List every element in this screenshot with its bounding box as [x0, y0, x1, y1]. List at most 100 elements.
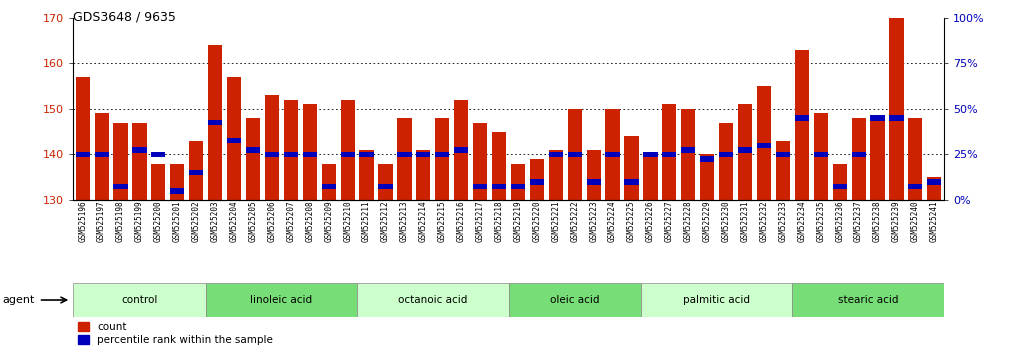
- Bar: [95, 113, 109, 200]
- Bar: [511, 184, 525, 189]
- Text: palmitic acid: palmitic acid: [683, 295, 751, 305]
- Text: GSM525224: GSM525224: [608, 200, 617, 242]
- Bar: [435, 118, 450, 200]
- Bar: [794, 115, 809, 121]
- Text: GSM525223: GSM525223: [589, 200, 598, 242]
- Bar: [303, 104, 317, 200]
- Bar: [378, 184, 393, 189]
- Bar: [681, 147, 696, 153]
- Bar: [719, 152, 733, 157]
- Text: GSM525206: GSM525206: [267, 200, 277, 242]
- Text: GSM525218: GSM525218: [494, 200, 503, 242]
- Bar: [321, 164, 336, 200]
- Text: GSM525225: GSM525225: [627, 200, 636, 242]
- Bar: [75, 152, 89, 157]
- Bar: [508, 283, 641, 317]
- Bar: [473, 184, 487, 189]
- Bar: [890, 18, 903, 200]
- Bar: [871, 118, 885, 200]
- Text: oleic acid: oleic acid: [550, 295, 599, 305]
- Bar: [357, 283, 508, 317]
- Text: GSM525226: GSM525226: [646, 200, 655, 242]
- Bar: [890, 115, 903, 121]
- Text: GSM525209: GSM525209: [324, 200, 334, 242]
- Bar: [246, 147, 260, 153]
- Bar: [908, 184, 922, 189]
- Bar: [776, 141, 790, 200]
- Bar: [341, 100, 355, 200]
- Text: GSM525231: GSM525231: [740, 200, 750, 242]
- Bar: [114, 122, 128, 200]
- Bar: [341, 152, 355, 157]
- Text: control: control: [121, 295, 158, 305]
- Bar: [455, 100, 468, 200]
- Bar: [303, 152, 317, 157]
- Text: GSM525222: GSM525222: [571, 200, 580, 242]
- Text: GSM525220: GSM525220: [532, 200, 541, 242]
- Text: GSM525216: GSM525216: [457, 200, 466, 242]
- Text: GSM525235: GSM525235: [817, 200, 825, 242]
- Bar: [492, 184, 506, 189]
- Bar: [321, 184, 336, 189]
- Bar: [549, 150, 563, 200]
- Text: GSM525217: GSM525217: [476, 200, 485, 242]
- Bar: [833, 184, 847, 189]
- Bar: [757, 86, 771, 200]
- Bar: [641, 283, 792, 317]
- Text: GSM525240: GSM525240: [911, 200, 920, 242]
- Text: GSM525213: GSM525213: [400, 200, 409, 242]
- Bar: [567, 152, 582, 157]
- Bar: [75, 77, 89, 200]
- Text: GSM525236: GSM525236: [835, 200, 844, 242]
- Bar: [719, 122, 733, 200]
- Text: GSM525211: GSM525211: [362, 200, 371, 242]
- Text: GSM525204: GSM525204: [230, 200, 239, 242]
- Bar: [208, 120, 223, 125]
- Bar: [227, 77, 241, 200]
- Text: GSM525210: GSM525210: [343, 200, 352, 242]
- Bar: [152, 152, 166, 157]
- Text: GSM525214: GSM525214: [419, 200, 428, 242]
- Bar: [359, 152, 373, 157]
- Bar: [644, 152, 658, 157]
- Text: GSM525215: GSM525215: [437, 200, 446, 242]
- Bar: [284, 100, 298, 200]
- Bar: [416, 150, 430, 200]
- Bar: [530, 159, 544, 200]
- Text: GSM525221: GSM525221: [551, 200, 560, 242]
- Bar: [908, 118, 922, 200]
- Bar: [114, 184, 128, 189]
- Text: GSM525202: GSM525202: [192, 200, 200, 242]
- Bar: [170, 164, 184, 200]
- Text: GSM525230: GSM525230: [722, 200, 730, 242]
- Text: GSM525198: GSM525198: [116, 200, 125, 242]
- Bar: [814, 113, 828, 200]
- Bar: [152, 164, 166, 200]
- Bar: [587, 179, 601, 184]
- Text: GSM525233: GSM525233: [778, 200, 787, 242]
- Text: GSM525203: GSM525203: [211, 200, 220, 242]
- Bar: [189, 141, 203, 200]
- Text: GSM525241: GSM525241: [930, 200, 939, 242]
- Text: GDS3648 / 9635: GDS3648 / 9635: [73, 11, 176, 24]
- Bar: [738, 104, 753, 200]
- Text: GSM525237: GSM525237: [854, 200, 863, 242]
- Bar: [871, 115, 885, 121]
- Bar: [511, 164, 525, 200]
- Bar: [833, 164, 847, 200]
- Bar: [662, 152, 676, 157]
- Bar: [851, 118, 865, 200]
- Text: GSM525207: GSM525207: [287, 200, 295, 242]
- Text: GSM525228: GSM525228: [683, 200, 693, 242]
- Bar: [644, 154, 658, 200]
- Bar: [587, 150, 601, 200]
- Bar: [851, 152, 865, 157]
- Bar: [359, 150, 373, 200]
- Bar: [776, 152, 790, 157]
- Text: linoleic acid: linoleic acid: [250, 295, 312, 305]
- Text: GSM525196: GSM525196: [78, 200, 87, 242]
- Bar: [264, 95, 279, 200]
- Bar: [681, 109, 696, 200]
- Bar: [227, 138, 241, 143]
- Bar: [530, 179, 544, 184]
